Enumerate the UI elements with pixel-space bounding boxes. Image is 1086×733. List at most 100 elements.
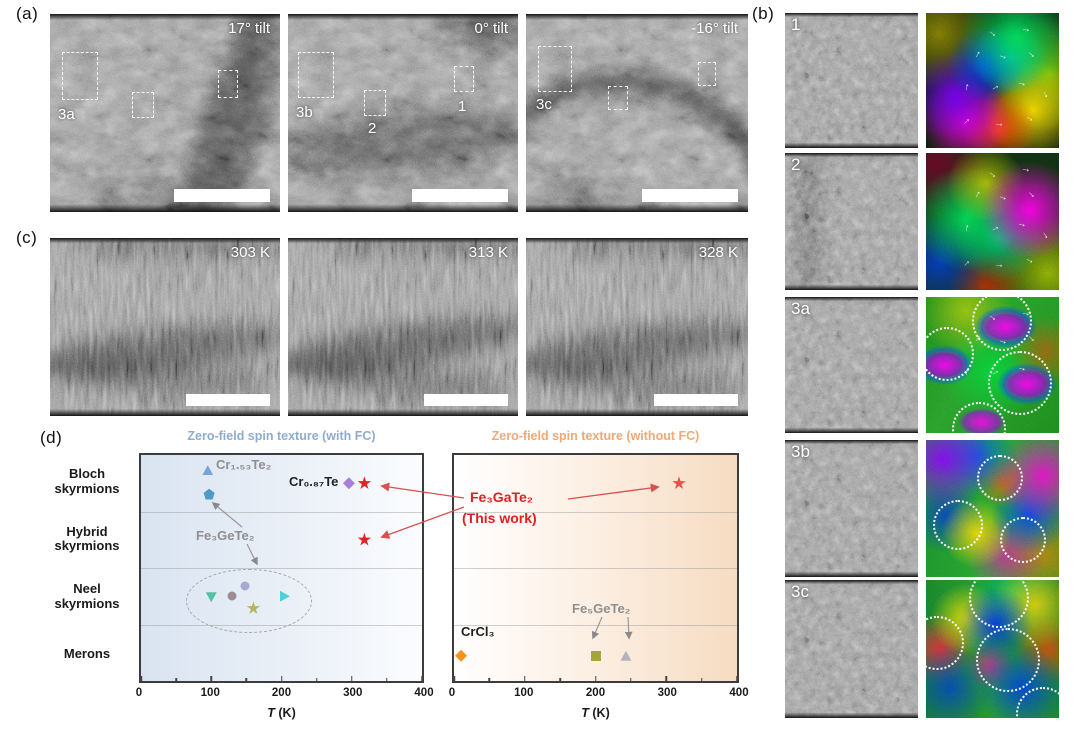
x-tick-mark <box>210 676 212 681</box>
plot-title-without-fc: Zero-field spin texture (without FC) <box>491 429 700 443</box>
crop-label: 3b <box>791 442 810 461</box>
spin-arrow-icon: → <box>1024 186 1040 202</box>
spin-arrow-icon: → <box>1015 361 1029 375</box>
category-label: Merons <box>63 645 111 661</box>
panel-a-label: (a) <box>16 4 39 23</box>
texture-noise <box>288 238 518 416</box>
data-point-triangle-up <box>202 465 214 476</box>
spin-arrow-icon: → <box>994 118 1005 130</box>
roi-label: 3c <box>536 96 552 113</box>
x-tick-label: 200 <box>271 687 292 699</box>
skyrmion-circle <box>988 350 1053 415</box>
x-tick-mark <box>351 676 353 681</box>
x-tick-label: 100 <box>200 687 220 699</box>
texture-noise <box>926 153 1059 290</box>
skyrmion-circle <box>926 327 975 382</box>
roi-label: 3b <box>296 104 313 121</box>
skyrmion-circle <box>969 580 1030 628</box>
x-tick-label: 0 <box>135 687 143 699</box>
roi-box-3a <box>62 52 98 100</box>
scale-bar <box>174 189 270 202</box>
roi-box-3b <box>298 52 334 98</box>
texture-noise <box>50 238 280 416</box>
skyrmion-circle <box>1016 686 1059 718</box>
temperature-label: 303 K <box>230 244 270 261</box>
scale-bar <box>186 394 270 406</box>
gridline <box>454 568 737 569</box>
spin-texture-map-2: → → → → → → → → → → → → <box>926 153 1059 290</box>
roi-box-small <box>218 70 238 98</box>
crop-label: 2 <box>791 155 801 174</box>
panel-d-label: (d) <box>40 428 63 447</box>
texture-noise <box>526 14 748 212</box>
scatter-plot-with-fc <box>139 453 424 683</box>
gridline <box>454 624 737 626</box>
crop-label: 1 <box>791 15 801 34</box>
tilt-angle-label: 17° tilt <box>228 20 270 37</box>
x-tick-mark <box>524 676 526 681</box>
annotation-cr153te2: Cr₁.₅₃Te₂ <box>216 457 272 472</box>
ltem-crop-3b: 3b <box>785 440 918 577</box>
spin-arrow-icon: → <box>1024 46 1040 61</box>
texture-noise <box>50 14 280 212</box>
spin-arrow-icon: → <box>985 309 1000 325</box>
neel-cluster-ellipse <box>186 569 312 633</box>
x-minor-tick-mark <box>245 678 248 681</box>
spin-arrow-icon: → <box>994 259 1005 271</box>
spin-arrow-icon: → <box>1019 163 1032 176</box>
tilt-angle-label: 0° tilt <box>474 20 508 37</box>
texture-noise <box>926 580 1059 718</box>
x-tick-mark <box>736 676 738 681</box>
x-tick-label: 100 <box>514 687 534 699</box>
ltem-crop-3c: 3c <box>785 580 918 718</box>
data-point-pentagon <box>203 488 215 500</box>
temperature-label: 328 K <box>698 244 738 261</box>
x-minor-tick-mark <box>175 678 177 681</box>
skyrmion-circle <box>971 297 1032 352</box>
spin-arrow-icon: → <box>988 364 1003 380</box>
roi-box-2 <box>364 90 386 116</box>
data-point-star <box>672 476 686 489</box>
data-point-star <box>357 476 372 489</box>
spin-arrow-icon: → <box>1038 228 1053 243</box>
y-axis-category-labels: Bloch skyrmions Hybrid skyrmions Neel skyr… <box>40 453 134 683</box>
spin-texture-map-3b <box>926 440 1059 577</box>
panel-b-label: (b) <box>752 4 775 23</box>
data-point-diamond <box>455 649 468 662</box>
annotation-fe5gete2: Fe₅GeTe₂ <box>572 601 631 616</box>
spin-texture-map-3a: → → → → → → → → <box>926 297 1059 433</box>
panel-d-phase-diagram: (d) Zero-field spin texture (with FC) Ze… <box>0 425 760 733</box>
skyrmion-circle <box>976 628 1041 693</box>
spin-arrow-icon: → <box>969 187 984 202</box>
texture-noise <box>926 440 1059 577</box>
roi-label: 2 <box>368 120 377 137</box>
spin-arrow-icon: → <box>985 25 1000 41</box>
gridline <box>454 511 737 513</box>
texture-noise <box>288 14 518 212</box>
panel-c-label: (c) <box>16 228 38 247</box>
x-tick-label: 400 <box>414 687 434 699</box>
x-axis-ticks-left: 0 100 200 300 400 <box>135 687 434 703</box>
scale-bar <box>654 394 738 406</box>
ltem-crop-3a: 3a <box>785 297 918 433</box>
spin-arrow-icon: → <box>985 166 1000 181</box>
texture-noise <box>526 14 748 212</box>
category-label: Hybrid skyrmions <box>54 523 120 554</box>
texture-noise <box>526 238 748 416</box>
ltem-image-minus16deg-tilt: -16° tilt 3c <box>526 14 748 212</box>
x-axis-ticks-right: 0 100 200 300 400 <box>449 687 749 703</box>
texture-noise <box>926 13 1059 148</box>
skyrmion-circle <box>926 616 964 671</box>
texture-noise <box>926 297 1059 433</box>
annotation-crcl3: CrCl₃ <box>461 624 495 639</box>
texture-noise <box>785 153 918 290</box>
data-point-triangle-down <box>205 592 217 603</box>
spin-arrow-icon: → <box>996 189 1010 204</box>
x-axis-label-right: T (K) <box>581 706 610 720</box>
skyrmion-circle <box>952 401 1007 433</box>
spin-arrow-icon: → <box>1015 217 1029 231</box>
spin-arrow-icon: → <box>959 365 973 378</box>
spin-arrow-icon: → <box>959 222 973 235</box>
roi-label: 3a <box>58 106 75 123</box>
